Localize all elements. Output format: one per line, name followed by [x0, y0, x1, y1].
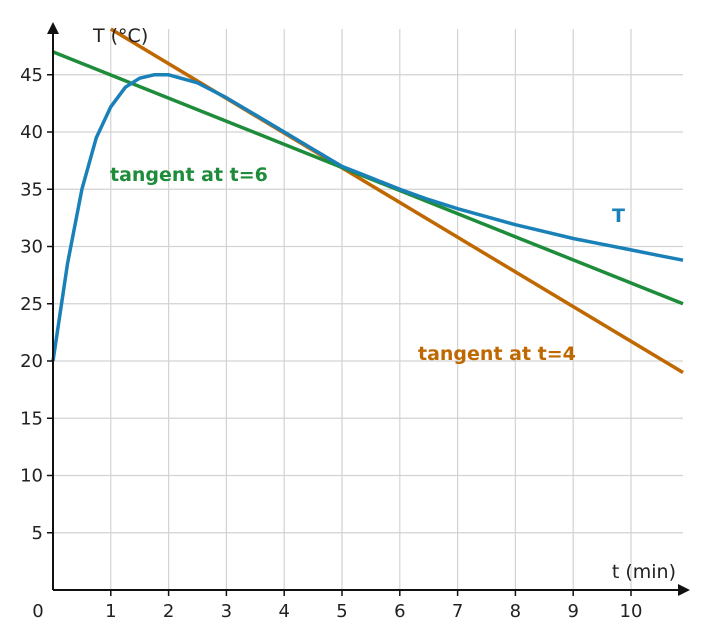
x-tick-label-10: 10: [620, 601, 643, 622]
x-tick-label-2: 2: [163, 601, 174, 622]
x-tick-label-8: 8: [510, 601, 521, 622]
y-tick-label-40: 40: [20, 122, 43, 143]
y-tick-label-15: 15: [20, 408, 43, 429]
series-label-tangent-t4: tangent at t=4: [418, 343, 576, 365]
x-tick-label-4: 4: [278, 601, 289, 622]
x-tick-label-7: 7: [452, 601, 463, 622]
series-lines: [51, 27, 684, 375]
series-label-t: T: [612, 205, 625, 227]
x-tick-label-6: 6: [394, 601, 405, 622]
x-tick-label-1: 1: [105, 601, 116, 622]
axes: [47, 22, 690, 596]
y-tick-label-25: 25: [20, 294, 43, 315]
x-axis-arrow: [678, 584, 690, 596]
y-tick-label-45: 45: [20, 65, 43, 86]
x-tick-label-3: 3: [221, 601, 232, 622]
y-tick-label-20: 20: [20, 351, 43, 372]
x-tick-label-5: 5: [336, 601, 347, 622]
y-tick-label-30: 30: [20, 237, 43, 258]
grid: [53, 28, 684, 590]
y-tick-label-35: 35: [20, 179, 43, 200]
y-tick-label-5: 5: [32, 523, 43, 544]
series-label-tangent-t6: tangent at t=6: [110, 164, 268, 186]
y-tick-label-10: 10: [20, 466, 43, 487]
y-axis-arrow: [47, 22, 59, 34]
series-line-t: [51, 73, 684, 362]
series-line-tangent-t4: [109, 27, 684, 375]
x-tick-label-9: 9: [567, 601, 578, 622]
y-axis-label: T (°C): [92, 25, 148, 47]
origin-label: 0: [32, 601, 43, 622]
x-axis-label: t (min): [612, 561, 676, 583]
